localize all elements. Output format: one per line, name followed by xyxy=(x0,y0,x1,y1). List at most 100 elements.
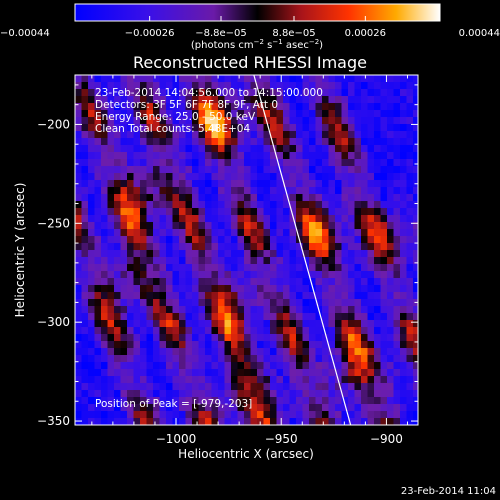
heatmap-cell xyxy=(127,124,134,132)
heatmap-cell xyxy=(192,348,199,356)
heatmap-cell xyxy=(309,250,316,258)
heatmap-cell xyxy=(88,215,95,223)
heatmap-cell xyxy=(400,278,407,286)
heatmap-cell xyxy=(192,103,199,111)
heatmap-cell xyxy=(179,187,186,195)
heatmap-cell xyxy=(237,201,245,209)
heatmap-cell xyxy=(172,103,180,111)
heatmap-cell xyxy=(276,257,284,265)
heatmap-cell xyxy=(120,229,128,237)
heatmap-cell xyxy=(224,250,232,258)
heatmap-cell xyxy=(309,327,316,335)
heatmap-cell xyxy=(348,404,355,412)
heatmap-cell xyxy=(361,383,368,391)
heatmap-cell xyxy=(75,229,82,237)
heatmap-cell xyxy=(354,383,362,391)
heatmap-cell xyxy=(159,110,167,118)
heatmap-cell xyxy=(159,306,167,314)
heatmap-cell xyxy=(354,327,362,335)
heatmap-cell xyxy=(198,418,206,425)
heatmap-cell xyxy=(361,159,368,167)
heatmap-cell xyxy=(75,264,82,272)
heatmap-cell xyxy=(257,222,264,230)
heatmap-cell xyxy=(289,166,297,174)
heatmap-cell xyxy=(335,222,342,230)
heatmap-cell xyxy=(296,257,303,265)
heatmap-cell xyxy=(380,215,388,223)
heatmap-cell xyxy=(361,110,368,118)
heatmap-cell xyxy=(335,152,342,160)
heatmap-cell xyxy=(88,278,95,286)
heatmap-cell xyxy=(224,229,232,237)
heatmap-cell xyxy=(335,334,342,342)
heatmap-cell xyxy=(172,159,180,167)
heatmap-cell xyxy=(270,243,277,251)
heatmap-cell xyxy=(146,75,154,83)
heatmap-cell xyxy=(114,257,121,265)
heatmap-cell xyxy=(114,180,121,188)
heatmap-cell xyxy=(205,355,212,363)
heatmap-cell xyxy=(302,243,310,251)
heatmap-cell xyxy=(257,348,264,356)
heatmap-cell xyxy=(361,124,368,132)
heatmap-cell xyxy=(127,418,134,425)
heatmap-cell xyxy=(289,327,297,335)
heatmap-cell xyxy=(185,285,193,293)
heatmap-cell xyxy=(231,187,238,195)
heatmap-cell xyxy=(101,285,108,293)
heatmap-cell xyxy=(107,229,115,237)
heatmap-cell xyxy=(413,397,418,405)
heatmap-cell xyxy=(380,292,388,300)
heatmap-cell xyxy=(354,418,362,425)
heatmap-cell xyxy=(88,355,95,363)
heatmap-cell xyxy=(367,299,375,307)
heatmap-cell xyxy=(309,278,316,286)
heatmap-cell xyxy=(354,173,362,181)
heatmap-cell xyxy=(387,278,394,286)
heatmap-cell xyxy=(153,138,160,146)
heatmap-cell xyxy=(374,348,381,356)
heatmap-cell xyxy=(224,390,232,398)
heatmap-cell xyxy=(231,173,238,181)
heatmap-cell xyxy=(276,355,284,363)
heatmap-cell xyxy=(263,313,271,321)
heatmap-cell xyxy=(244,411,251,419)
heatmap-cell xyxy=(335,103,342,111)
heatmap-cell xyxy=(413,271,418,279)
heatmap-cell xyxy=(263,236,271,244)
heatmap-cell xyxy=(413,292,418,300)
heatmap-cell xyxy=(133,327,141,335)
heatmap-cell xyxy=(283,271,290,279)
heatmap-cell xyxy=(283,82,290,90)
heatmap-cell xyxy=(120,187,128,195)
heatmap-cell xyxy=(179,404,186,412)
heatmap-cell xyxy=(309,397,316,405)
heatmap-cell xyxy=(153,187,160,195)
heatmap-cell xyxy=(335,404,342,412)
heatmap-cell xyxy=(315,257,323,265)
heatmap-cell xyxy=(81,96,89,104)
heatmap-cell xyxy=(257,187,264,195)
heatmap-cell xyxy=(413,110,418,118)
heatmap-cell xyxy=(81,383,89,391)
heatmap-cell xyxy=(348,201,355,209)
heatmap-cell xyxy=(159,124,167,132)
heatmap-cell xyxy=(159,355,167,363)
heatmap-cell xyxy=(153,404,160,412)
heatmap-cell xyxy=(387,320,394,328)
heatmap-cell xyxy=(120,152,128,160)
heatmap-cell xyxy=(341,404,349,412)
heatmap-cell xyxy=(322,362,329,370)
heatmap-cell xyxy=(81,404,89,412)
heatmap-cell xyxy=(361,89,368,97)
heatmap-cell xyxy=(159,313,167,321)
heatmap-cell xyxy=(276,348,284,356)
heatmap-cell xyxy=(328,96,336,104)
heatmap-cell xyxy=(302,313,310,321)
heatmap-cell xyxy=(198,180,206,188)
heatmap-cell xyxy=(218,292,225,300)
heatmap-cell xyxy=(140,390,147,398)
heatmap-cell xyxy=(374,131,381,139)
heatmap-cell xyxy=(237,75,245,83)
heatmap-cell xyxy=(140,110,147,118)
